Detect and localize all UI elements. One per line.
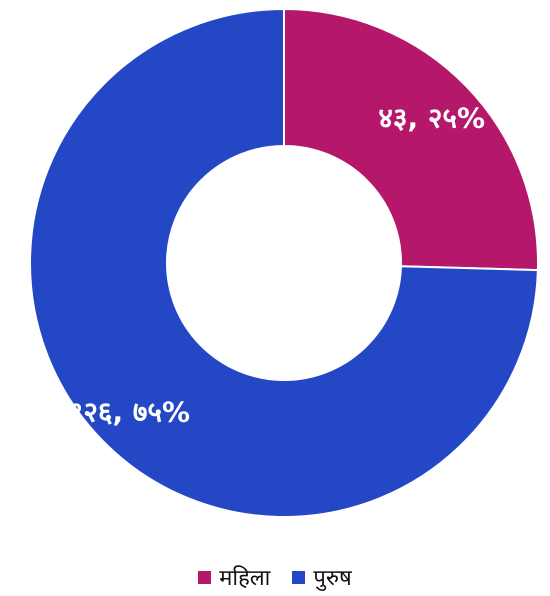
legend-swatch-mahila [198, 570, 212, 584]
legend: महिला पुरुष [0, 562, 550, 592]
slice-mahila [283, 7, 539, 272]
legend-label-mahila: महिला [219, 566, 271, 591]
legend-label-purush: पुरुष [313, 566, 352, 591]
donut-chart: ४३, २५% १२६, ७५% [29, 7, 539, 518]
legend-swatch-purush [292, 570, 306, 584]
data-label-mahila: ४३, २५% [378, 101, 485, 134]
data-label-purush: १२६, ७५% [69, 395, 190, 428]
legend-item-purush: पुरुष [292, 562, 352, 592]
slice-purush [29, 7, 539, 518]
legend-item-mahila: महिला [198, 562, 270, 592]
